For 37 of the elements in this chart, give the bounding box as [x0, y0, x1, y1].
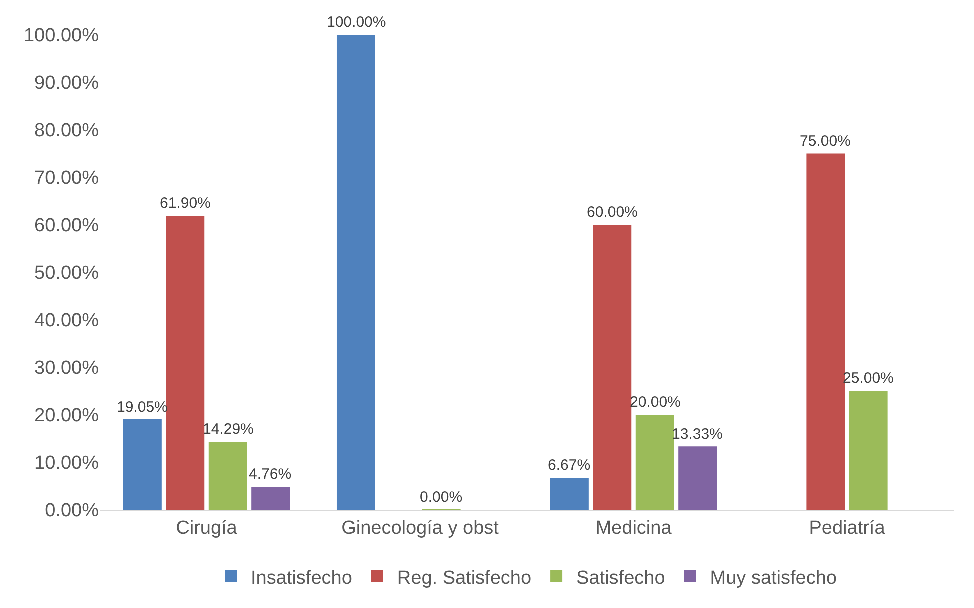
data-label: 60.00% [587, 204, 638, 221]
bar [550, 478, 589, 510]
bar [849, 391, 888, 510]
bar [678, 446, 718, 510]
data-label: 61.90% [160, 195, 211, 212]
y-tick-label: 80.00% [34, 120, 100, 142]
x-tick-label: Ginecología y obst [342, 518, 500, 539]
y-tick-label: 0.00% [45, 500, 100, 522]
y-tick-label: 100.00% [24, 26, 100, 47]
data-label: 100.00% [327, 14, 386, 31]
y-tick-label: 30.00% [34, 358, 100, 380]
bar [336, 35, 376, 510]
y-tick-label: 50.00% [34, 263, 100, 284]
data-label: 0.00% [420, 489, 463, 506]
data-label: 75.00% [800, 133, 851, 150]
y-tick-label: 20.00% [34, 406, 100, 427]
bar [123, 420, 162, 510]
legend-label: Muy satisfecho [710, 568, 838, 589]
y-tick-label: 10.00% [34, 453, 100, 474]
y-tick-label: 60.00% [34, 216, 100, 237]
y-tick-label: 40.00% [34, 310, 100, 332]
bar [593, 225, 632, 510]
x-tick-label: Pediatría [809, 518, 886, 539]
bar [166, 216, 205, 510]
legend-label: Satisfecho [576, 568, 666, 589]
y-tick-label: 70.00% [34, 168, 100, 190]
x-tick-label: Medicina [596, 518, 672, 539]
y-tick-label: 90.00% [34, 73, 100, 94]
bar [252, 487, 290, 510]
legend-label: Insatisfecho [251, 568, 352, 589]
bar [636, 415, 674, 510]
bar [806, 154, 846, 510]
x-tick-label: Cirugía [176, 518, 238, 539]
bar [208, 442, 248, 510]
legend-label: Reg. Satisfecho [397, 568, 532, 589]
data-label: 6.67% [548, 457, 591, 474]
data-label: 4.76% [249, 466, 292, 483]
